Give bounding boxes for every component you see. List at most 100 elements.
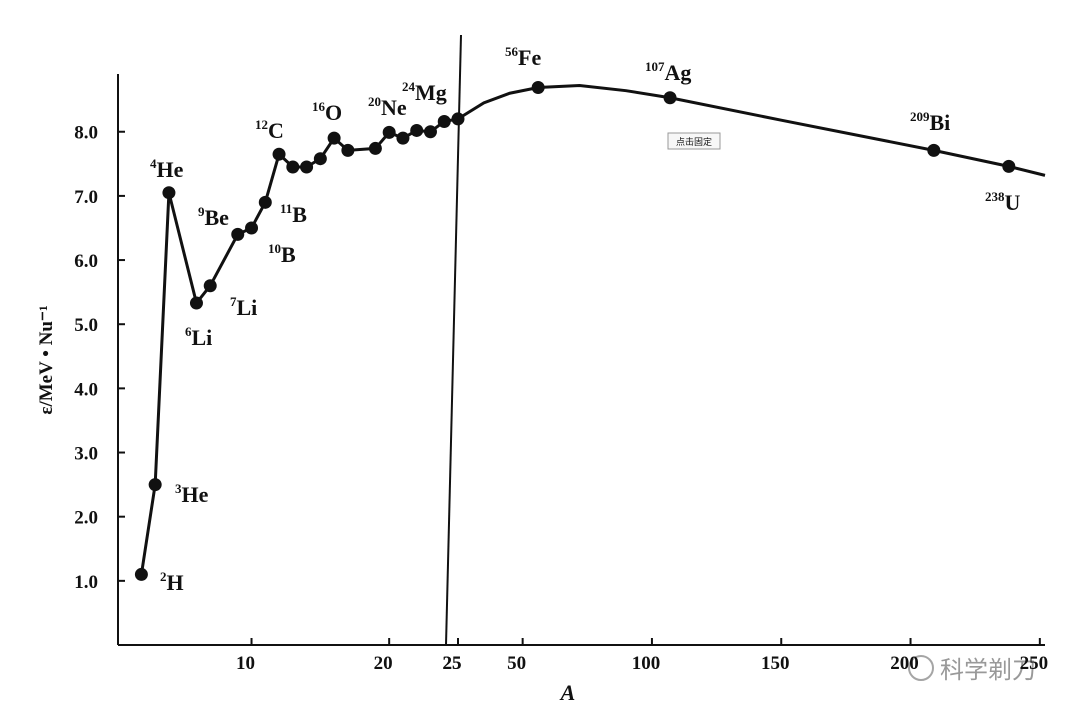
tooltip-text[interactable]: 点击固定 bbox=[676, 136, 712, 148]
x-axis-label: A bbox=[559, 680, 576, 705]
data-point bbox=[1002, 159, 1016, 173]
point-label: 9Be bbox=[198, 204, 229, 230]
data-point bbox=[368, 141, 382, 155]
x-tick-label: 100 bbox=[632, 653, 661, 674]
mass-number: 209 bbox=[910, 109, 930, 124]
tooltip-box[interactable] bbox=[667, 132, 721, 150]
element-symbol: U bbox=[1005, 190, 1021, 215]
mass-number: 11 bbox=[280, 201, 292, 216]
tooltip[interactable]: 点击固定 bbox=[667, 132, 721, 150]
data-point bbox=[410, 123, 424, 137]
element-symbol: Be bbox=[205, 205, 230, 230]
mass-number: 3 bbox=[175, 481, 182, 496]
element-symbol: B bbox=[281, 242, 296, 267]
y-tick-label: 6.0 bbox=[74, 251, 98, 272]
data-point bbox=[531, 80, 545, 94]
point-label: 20Ne bbox=[368, 94, 407, 120]
watermark-text: 科学剃刀 bbox=[940, 656, 1036, 684]
x-tick-label: 25 bbox=[443, 653, 462, 674]
data-point bbox=[423, 125, 437, 139]
element-symbol: Ne bbox=[381, 95, 407, 120]
point-label: 11B bbox=[280, 201, 307, 227]
element-symbol: Bi bbox=[930, 110, 951, 135]
data-point bbox=[148, 478, 162, 492]
mass-number: 16 bbox=[312, 99, 326, 114]
curve bbox=[457, 84, 1046, 177]
data-point bbox=[134, 567, 148, 581]
x-tick-label: 10 bbox=[236, 653, 255, 674]
data-point bbox=[272, 147, 286, 161]
element-symbol: Ag bbox=[665, 60, 692, 85]
point-label: 7Li bbox=[230, 294, 257, 320]
element-symbol: O bbox=[325, 100, 342, 125]
data-point bbox=[313, 152, 327, 166]
data-point bbox=[341, 143, 355, 157]
y-tick-label: 8.0 bbox=[74, 123, 98, 144]
x-tick-label: 250 bbox=[1020, 653, 1049, 674]
axis-break-line bbox=[445, 34, 462, 646]
point-label: 238U bbox=[985, 189, 1021, 215]
point-label: 12C bbox=[255, 117, 284, 143]
element-symbol: Li bbox=[192, 325, 213, 350]
mass-number: 6 bbox=[185, 324, 192, 339]
mass-number: 24 bbox=[402, 79, 416, 94]
mass-number: 2 bbox=[160, 569, 167, 584]
data-point bbox=[382, 125, 396, 139]
data-point bbox=[300, 160, 314, 174]
mass-number: 107 bbox=[645, 59, 665, 74]
y-tick-label: 5.0 bbox=[74, 315, 98, 336]
point-label: 209Bi bbox=[910, 109, 950, 135]
data-point bbox=[245, 221, 259, 235]
point-label: 107Ag bbox=[645, 59, 691, 85]
data-point bbox=[231, 227, 245, 241]
x-tick-label: 150 bbox=[761, 653, 790, 674]
mass-number: 9 bbox=[198, 204, 205, 219]
element-symbol: He bbox=[157, 157, 184, 182]
mass-number: 56 bbox=[505, 44, 519, 59]
element-symbol: H bbox=[167, 570, 184, 595]
x-tick-label: 50 bbox=[507, 653, 526, 674]
data-point bbox=[437, 114, 451, 128]
point-label: 10B bbox=[268, 241, 296, 267]
x-tick-label: 200 bbox=[890, 653, 919, 674]
data-point bbox=[189, 296, 203, 310]
data-point bbox=[162, 186, 176, 200]
element-symbol: B bbox=[292, 202, 307, 227]
point-label: 3He bbox=[175, 481, 209, 507]
point-label: 2H bbox=[160, 569, 184, 595]
point-label: 24Mg bbox=[402, 79, 447, 105]
data-point bbox=[663, 91, 677, 105]
data-point bbox=[327, 131, 341, 145]
y-tick-label: 4.0 bbox=[74, 379, 98, 400]
data-point bbox=[258, 195, 272, 209]
element-symbol: Mg bbox=[415, 80, 447, 105]
y-axis-label: ε/MeV • Nu⁻¹ bbox=[36, 305, 57, 414]
element-symbol: C bbox=[268, 118, 284, 143]
data-point bbox=[286, 160, 300, 174]
point-label: 16O bbox=[312, 99, 342, 125]
watermark-icon bbox=[908, 655, 934, 681]
mass-number: 12 bbox=[255, 117, 268, 132]
data-point bbox=[396, 131, 410, 145]
element-symbol: He bbox=[182, 482, 209, 507]
point-label: 4He bbox=[150, 156, 184, 182]
mass-number: 238 bbox=[985, 189, 1005, 204]
mass-number: 4 bbox=[150, 156, 157, 171]
mass-number: 7 bbox=[230, 294, 237, 309]
x-tick-label: 25 bbox=[443, 653, 462, 674]
y-tick-label: 3.0 bbox=[74, 444, 98, 465]
data-point bbox=[927, 143, 941, 157]
y-tick-label: 7.0 bbox=[74, 187, 98, 208]
data-point bbox=[203, 279, 217, 293]
watermark: 科学剃刀 bbox=[908, 655, 1036, 684]
point-label: 6Li bbox=[185, 324, 212, 350]
point-label: 56Fe bbox=[505, 44, 541, 70]
element-symbol: Fe bbox=[518, 45, 541, 70]
y-tick-label: 1.0 bbox=[74, 572, 98, 593]
mass-number: 10 bbox=[268, 241, 281, 256]
y-tick-label: 2.0 bbox=[74, 508, 98, 529]
x-tick-label: 20 bbox=[374, 653, 393, 674]
